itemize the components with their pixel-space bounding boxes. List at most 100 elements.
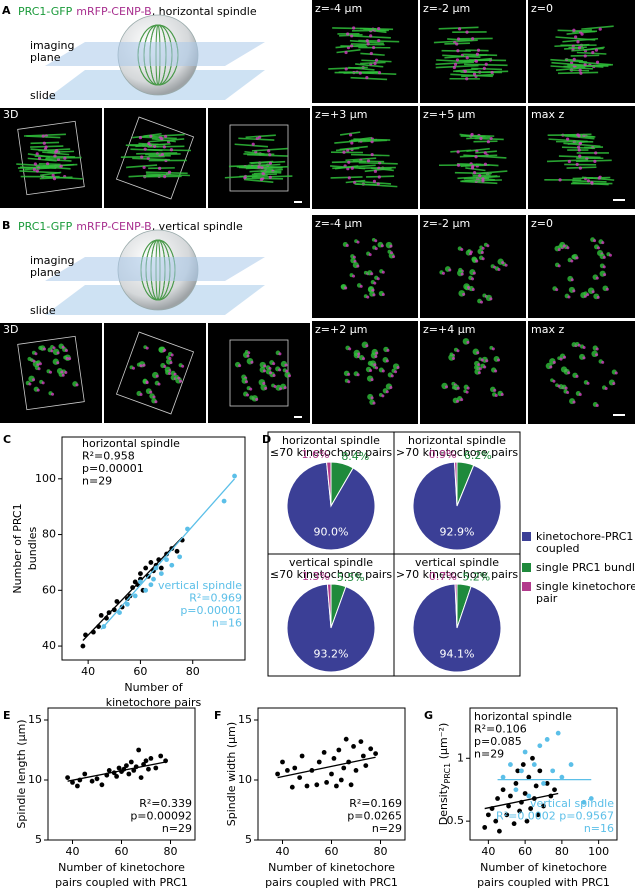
kinetochore <box>389 244 393 248</box>
spindle-fiber <box>471 67 503 71</box>
kinetochore <box>477 371 481 375</box>
data-point <box>314 782 320 788</box>
spindle-fiber <box>459 154 498 158</box>
data-point <box>119 604 125 610</box>
kinetochore <box>567 295 571 299</box>
kinetochore <box>356 264 360 268</box>
kinetochore <box>552 379 556 383</box>
kinetochore <box>285 369 289 373</box>
data-point <box>158 571 164 576</box>
kinetochore <box>346 148 350 153</box>
microscopy-image <box>104 108 206 208</box>
data-point <box>581 799 587 805</box>
kinetochore <box>142 165 146 170</box>
kinetochore <box>559 357 563 361</box>
kinetochore <box>456 150 460 154</box>
kinetochore <box>160 152 164 157</box>
data-point <box>482 825 488 830</box>
data-point <box>143 565 149 571</box>
kinetochore <box>138 136 143 140</box>
kinetochore <box>349 133 353 137</box>
kinetochore <box>362 357 366 361</box>
data-point <box>275 771 280 777</box>
data-point <box>537 768 543 774</box>
y-tick-label: 60 <box>42 583 56 596</box>
kinetochore <box>268 153 272 157</box>
kinetochore <box>394 370 398 374</box>
kinetochore <box>390 251 394 255</box>
kinetochore <box>470 132 474 137</box>
bounding-box <box>17 120 85 196</box>
kinetochore <box>602 255 606 259</box>
kinetochore <box>577 343 581 347</box>
annotation: R²=0.106 <box>474 723 527 736</box>
kinetochore <box>596 295 600 299</box>
kinetochore <box>287 374 291 378</box>
kinetochore <box>345 243 349 247</box>
kinetochore <box>372 293 376 297</box>
kinetochore <box>476 351 480 355</box>
annotation: vertical spindle <box>530 797 614 810</box>
annotation: p=0.0265 <box>347 810 402 823</box>
kinetochore <box>455 58 460 62</box>
z-label: z=0 <box>531 2 553 15</box>
kinetochore <box>263 364 267 368</box>
kinetochore <box>153 144 157 148</box>
kinetochore <box>385 390 389 394</box>
kinetochore <box>591 50 595 55</box>
spindle-fiber <box>583 46 605 51</box>
pie-title: >70 kinetochore pairs <box>396 446 519 459</box>
microscopy-image <box>312 106 418 209</box>
kinetochore <box>179 379 183 383</box>
panel-letter: B <box>2 219 10 232</box>
kinetochore <box>576 40 580 44</box>
kinetochore <box>243 176 247 180</box>
kinetochore <box>486 244 490 248</box>
kinetochore <box>365 344 369 348</box>
data-point <box>537 743 543 749</box>
data-point <box>531 762 537 767</box>
kinetochore <box>45 162 50 166</box>
pie-slice <box>286 583 376 673</box>
kinetochore <box>481 177 485 181</box>
kinetochore <box>476 48 481 52</box>
data-point <box>94 776 100 782</box>
kinetochore <box>269 371 273 375</box>
data-point <box>495 796 500 801</box>
legend-swatch <box>522 563 531 572</box>
kinetochore <box>562 244 566 248</box>
spindle-fiber <box>581 25 614 30</box>
kinetochore <box>42 347 46 351</box>
kinetochore <box>483 162 488 166</box>
data-point <box>146 766 151 772</box>
kinetochore <box>52 177 57 181</box>
y-tick-label: 10 <box>28 773 42 786</box>
kinetochore <box>37 367 41 371</box>
kinetochore <box>577 148 581 152</box>
x-tick-label: 100 <box>588 845 609 858</box>
y-tick-label: 0.5 <box>447 814 465 827</box>
kinetochore <box>474 59 479 63</box>
kinetochore <box>268 175 272 179</box>
pie-slice <box>326 461 332 507</box>
kinetochore <box>352 26 356 30</box>
spindle-fiber <box>360 61 386 65</box>
y-tick-label: 5 <box>35 833 42 846</box>
z-label: z=0 <box>531 217 553 230</box>
slide-label: slide <box>30 304 56 317</box>
x-tick-label: 80 <box>555 845 569 858</box>
kinetochore <box>149 390 153 394</box>
kinetochore <box>596 246 600 250</box>
kinetochore <box>357 352 361 356</box>
kinetochore <box>374 58 379 62</box>
data-point <box>497 828 502 834</box>
pie-value-label: 5.2% <box>462 571 490 584</box>
title-part: PRC1-GFP <box>18 5 73 18</box>
kinetochore <box>372 401 376 405</box>
kinetochore <box>368 253 372 257</box>
kinetochore <box>456 386 460 390</box>
spindle-fiber <box>475 163 499 167</box>
spindle-fiber <box>244 150 265 155</box>
data-point <box>148 756 154 761</box>
spindle-fiber <box>463 53 498 57</box>
